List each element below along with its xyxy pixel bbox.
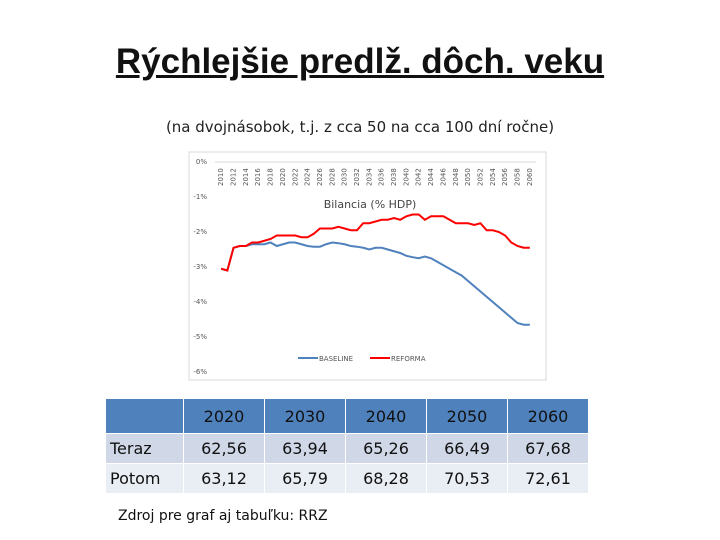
x-tick-label: 2040 (402, 168, 410, 186)
chart-frame (188, 151, 547, 381)
y-tick-label: -3% (193, 263, 207, 271)
x-tick-label: 2032 (353, 168, 361, 186)
x-tick-label: 2042 (415, 168, 423, 186)
table-cell: 70,53 (426, 463, 508, 494)
x-tick-label: 2020 (279, 168, 287, 186)
x-tick-label: 2028 (328, 168, 336, 186)
x-tick-label: 2046 (439, 168, 447, 186)
x-tick-label: 2056 (501, 168, 509, 186)
table-row: Teraz 62,56 63,94 65,26 66,49 67,68 (105, 433, 589, 464)
table-cell: 65,79 (264, 463, 346, 494)
y-tick-label: -5% (193, 333, 207, 341)
x-tick-label: 2026 (316, 168, 324, 186)
x-tick-label: 2054 (489, 168, 497, 186)
table-cell: 67,68 (507, 433, 589, 464)
x-tick-label: 2050 (464, 168, 472, 186)
y-tick-label: -2% (193, 228, 207, 236)
header-cell: 2060 (507, 398, 589, 434)
table-row: Potom 63,12 65,79 68,28 70,53 72,61 (105, 463, 589, 494)
y-tick-label: -4% (193, 298, 207, 306)
x-tick-label: 2060 (526, 168, 534, 186)
legend-label: BASELINE (319, 355, 353, 363)
x-tick-label: 2016 (254, 168, 262, 186)
y-tick-label: -6% (193, 368, 207, 376)
x-tick-label: 2022 (291, 168, 299, 186)
slide-subtitle: (na dvojnásobok, t.j. z cca 50 na cca 10… (165, 118, 555, 136)
table-cell: 65,26 (345, 433, 427, 464)
x-tick-label: 2058 (513, 168, 521, 186)
x-tick-label: 2012 (230, 168, 238, 186)
x-tick-label: 2036 (378, 168, 386, 186)
slide-title: Rýchlejšie predlž. dôch. veku (115, 42, 605, 81)
x-tick-label: 2052 (476, 168, 484, 186)
header-cell: 2050 (426, 398, 508, 434)
y-tick-label: -1% (193, 193, 207, 201)
header-cell: 2030 (264, 398, 346, 434)
header-cell: 2020 (183, 398, 265, 434)
y-tick-label: 0% (196, 158, 207, 166)
x-tick-label: 2048 (452, 168, 460, 186)
table-cell: 66,49 (426, 433, 508, 464)
empty-cell (105, 398, 184, 434)
x-tick-label: 2018 (267, 168, 275, 186)
table-cell: 63,12 (183, 463, 265, 494)
table-header: 2020 2030 2040 2050 2060 (105, 398, 589, 434)
table-cell: 63,94 (264, 433, 346, 464)
row-label: Potom (105, 463, 184, 494)
table-cell: 72,61 (507, 463, 589, 494)
chart-title: Bilancia (% HDP) (324, 198, 417, 211)
x-tick-label: 2030 (341, 168, 349, 186)
x-tick-label: 2038 (390, 168, 398, 186)
x-tick-label: 2034 (365, 168, 373, 186)
series-line (220, 241, 530, 326)
x-tick-label: 2014 (242, 168, 250, 186)
x-tick-label: 2024 (304, 168, 312, 186)
table-cell: 62,56 (183, 433, 265, 464)
chart: Bilancia (% HDP) 0% -1% -2% -3% -4% -5% -6% 201… (188, 151, 547, 381)
source-note: Zdroj pre graf aj tabuľku: RRZ (118, 508, 328, 524)
table-cell: 68,28 (345, 463, 427, 494)
x-tick-label: 2044 (427, 168, 435, 186)
series-line (220, 213, 530, 272)
x-tick-label: 2010 (217, 168, 225, 186)
row-label: Teraz (105, 433, 184, 464)
header-cell: 2040 (345, 398, 427, 434)
legend-label: REFORMA (391, 355, 426, 363)
data-table: 2020 2030 2040 2050 2060 Teraz 62,56 63,94 65,2… (105, 398, 589, 494)
